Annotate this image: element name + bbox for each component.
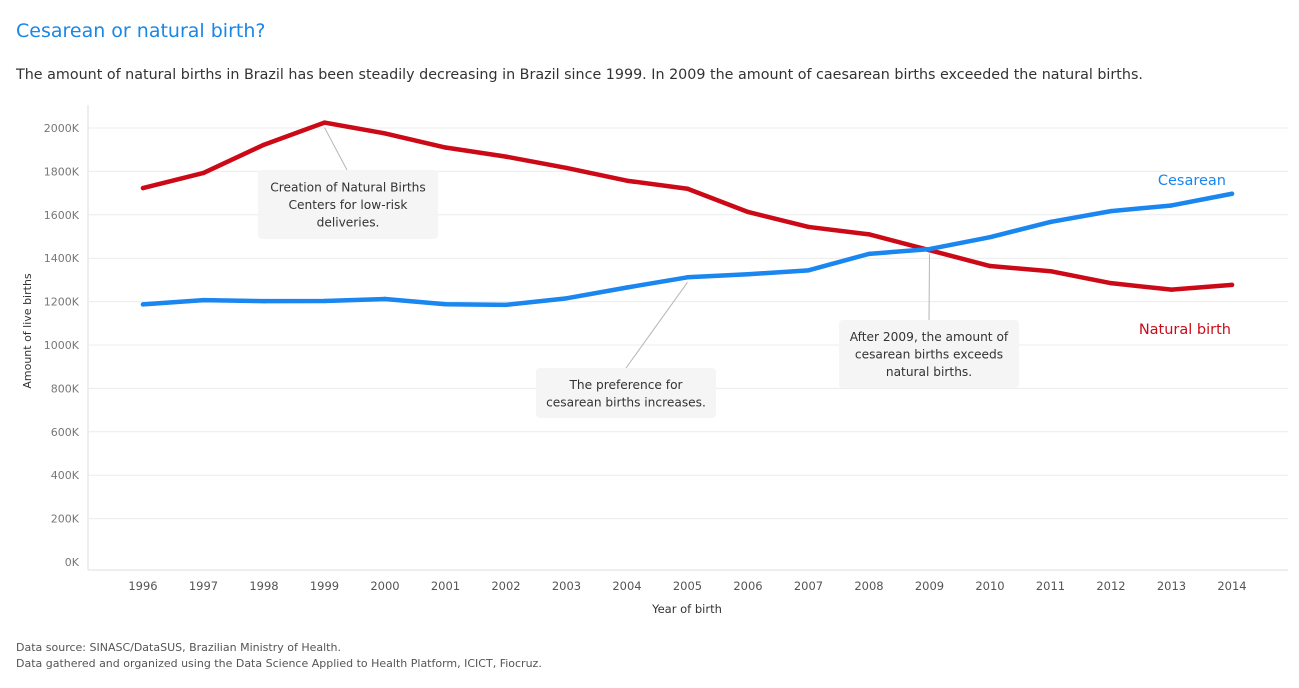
point-cesarean-2014 (1229, 191, 1235, 196)
data-gathered-note: Data gathered and organized using the Da… (16, 657, 542, 670)
y-tick-800k: 800K (51, 382, 80, 395)
point-natural-birth-1997 (201, 170, 206, 176)
point-natural-birth-2011 (1048, 269, 1053, 274)
y-tick-1800k: 1800K (44, 165, 80, 178)
annotation-1-line-1: Creation of Natural Births (270, 181, 426, 195)
point-natural-birth-2014 (1229, 282, 1235, 288)
x-tick-2005: 2005 (673, 579, 702, 593)
annotation-box-3 (839, 320, 1019, 388)
y-axis-ticks: 0K 200K 400K 600K 800K 1000K 1200K 1400K 1600K 18… (44, 122, 80, 569)
x-tick-2010: 2010 (975, 579, 1004, 593)
point-cesarean-2004 (624, 285, 630, 290)
point-cesarean-1996 (140, 302, 146, 307)
y-axis-label: Amount of live births (21, 273, 34, 389)
point-natural-birth-2012 (1108, 280, 1114, 286)
annotations: Creation of Natural Births Centers for lo… (258, 170, 1019, 418)
point-natural-birth-1996 (140, 185, 146, 191)
y-tick-1400k: 1400K (44, 252, 80, 265)
annotation-leader-3 (928, 254, 930, 321)
y-tick-400k: 400K (51, 469, 80, 482)
point-cesarean-2006 (745, 272, 751, 277)
x-tick-2014: 2014 (1217, 579, 1246, 593)
point-cesarean-2011 (1048, 219, 1053, 225)
annotation-3-line-2: cesarean births exceeds (855, 348, 1003, 362)
point-cesarean-2002 (503, 302, 509, 308)
x-tick-2009: 2009 (915, 579, 944, 593)
x-tick-1999: 1999 (310, 579, 339, 593)
annotation-3-line-3: natural births. (886, 365, 972, 379)
y-tick-2000k: 2000K (44, 122, 80, 135)
annotation-3: After 2009, the amount of cesarean births… (839, 320, 1019, 388)
y-tick-1200k: 1200K (44, 296, 80, 309)
point-natural-birth-2007 (806, 224, 811, 230)
point-cesarean-2003 (564, 296, 569, 301)
point-natural-birth-2008 (866, 232, 872, 237)
series-labels: Natural birth Cesarean (1139, 173, 1231, 338)
annotation-3-line-1: After 2009, the amount of (850, 330, 1009, 344)
x-tick-2004: 2004 (612, 579, 641, 593)
data-source-note: Data source: SINASC/DataSUS, Brazilian M… (16, 641, 341, 654)
point-cesarean-2012 (1108, 208, 1114, 214)
point-natural-birth-1999 (322, 120, 327, 125)
annotation-2-line-2: cesarean births increases. (546, 395, 706, 409)
point-natural-birth-2000 (382, 131, 388, 136)
x-tick-2012: 2012 (1096, 579, 1125, 593)
annotation-1-line-3: deliveries. (317, 216, 380, 230)
annotation-leader-1 (324, 127, 348, 171)
point-natural-birth-2003 (564, 165, 569, 171)
point-natural-birth-2013 (1169, 287, 1174, 292)
x-tick-2000: 2000 (370, 579, 399, 593)
annotation-box-2 (536, 368, 716, 418)
x-tick-2013: 2013 (1157, 579, 1186, 593)
point-cesarean-2010 (987, 234, 993, 240)
point-cesarean-2000 (382, 296, 388, 302)
point-cesarean-2005 (685, 275, 690, 280)
annotation-leaders (324, 127, 930, 369)
point-cesarean-2009 (927, 246, 932, 252)
x-tick-2001: 2001 (431, 579, 460, 593)
annotation-1-line-2: Centers for low-risk (289, 198, 409, 212)
annotation-box-1 (258, 170, 438, 239)
x-tick-2007: 2007 (794, 579, 823, 593)
x-tick-1998: 1998 (249, 579, 278, 593)
point-cesarean-2007 (806, 268, 811, 273)
series-lines (140, 120, 1235, 308)
x-tick-2008: 2008 (854, 579, 883, 593)
point-cesarean-2001 (443, 302, 448, 307)
point-natural-birth-1998 (261, 142, 267, 147)
annotation-2-line-1: The preference for (568, 378, 683, 392)
series-label-cesarean: Cesarean (1158, 173, 1226, 189)
point-cesarean-1999 (322, 298, 327, 304)
x-tick-1996: 1996 (128, 579, 157, 593)
x-tick-2003: 2003 (552, 579, 581, 593)
point-natural-birth-2001 (443, 145, 448, 150)
point-cesarean-1997 (201, 297, 206, 303)
x-tick-2011: 2011 (1036, 579, 1065, 593)
x-tick-1997: 1997 (189, 579, 218, 593)
y-tick-1000k: 1000K (44, 339, 80, 352)
annotation-1: Creation of Natural Births Centers for lo… (258, 170, 438, 239)
x-axis-ticks: 1996 1997 1998 1999 2000 2001 2002 2003 2004 2005… (128, 579, 1246, 593)
series-label-natural-birth: Natural birth (1139, 322, 1231, 338)
y-tick-600k: 600K (51, 426, 80, 439)
point-natural-birth-2006 (745, 209, 751, 215)
point-cesarean-2008 (866, 251, 872, 257)
x-axis-label: Year of birth (651, 602, 722, 616)
point-cesarean-1998 (261, 298, 267, 304)
chart-subtitle: The amount of natural births in Brazil h… (16, 67, 1143, 83)
annotation-2: The preference for cesarean births increa… (536, 368, 716, 418)
point-cesarean-2013 (1169, 203, 1174, 208)
point-natural-birth-2002 (503, 154, 509, 159)
y-tick-0k: 0K (65, 556, 80, 569)
point-natural-birth-2004 (624, 178, 630, 183)
y-tick-200k: 200K (51, 513, 80, 526)
line-chart: 0K 200K 400K 600K 800K 1000K 1200K 1400K 1600K 18… (21, 105, 1288, 616)
annotation-leader-2 (625, 282, 688, 369)
point-natural-birth-2005 (685, 186, 690, 191)
chart-title: Cesarean or natural birth? (16, 20, 266, 42)
point-natural-birth-2010 (987, 263, 993, 269)
x-tick-2002: 2002 (491, 579, 520, 593)
x-tick-2006: 2006 (733, 579, 762, 593)
y-tick-1600k: 1600K (44, 209, 80, 222)
